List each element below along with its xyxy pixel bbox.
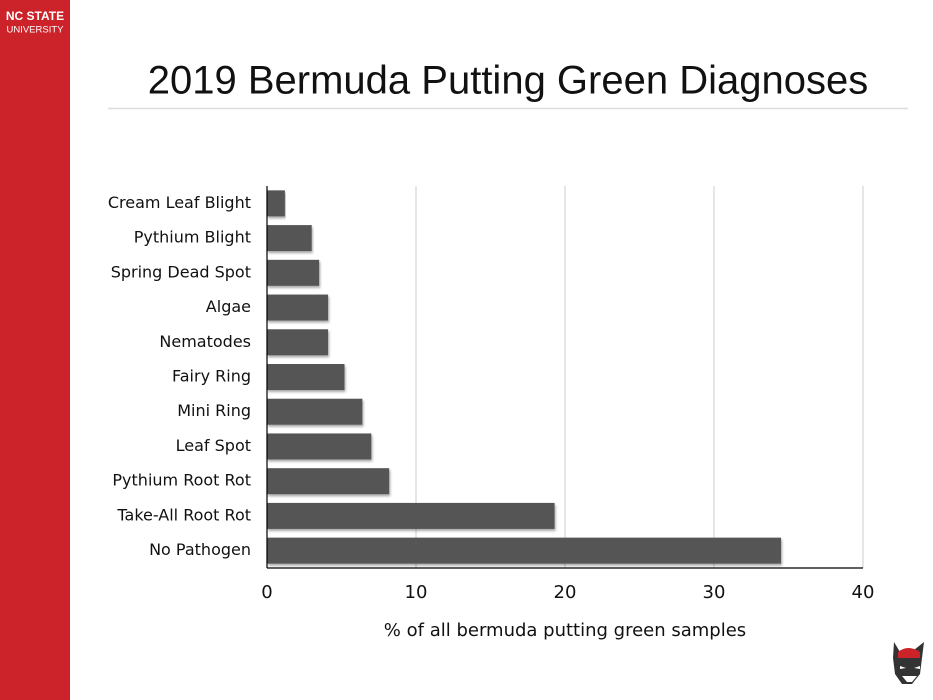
bar: [267, 468, 390, 495]
brand-line1: NC STATE: [6, 9, 64, 23]
x-tick-label: 10: [405, 582, 428, 603]
y-tick-label: Pythium Root Rot: [112, 471, 251, 490]
bar: [267, 502, 555, 529]
x-tick-label: 40: [852, 582, 875, 603]
y-tick-label: Fairy Ring: [172, 367, 251, 386]
y-tick-label: Algae: [206, 297, 251, 316]
sidebar: [0, 0, 70, 700]
x-tick-label: 30: [703, 582, 726, 603]
y-tick-label: No Pathogen: [149, 540, 251, 559]
x-tick-label: 0: [261, 582, 272, 603]
x-axis-label: % of all bermuda putting green samples: [384, 620, 746, 641]
bar: [267, 259, 320, 286]
bar: [267, 225, 312, 252]
y-tick-label: Nematodes: [159, 332, 251, 351]
plot: 0 10 20 30 40 Cream Leaf Blight Pythium Blight…: [108, 186, 875, 641]
y-tick-label: Take-All Root Rot: [116, 505, 251, 524]
y-tick-label: Pythium Blight: [134, 228, 251, 247]
bar: [267, 537, 782, 564]
bar: [267, 190, 285, 217]
bar: [267, 294, 329, 321]
brand-line2: UNIVERSITY: [6, 25, 64, 36]
chart-title: 2019 Bermuda Putting Green Diagnoses: [148, 59, 868, 103]
bar: [267, 364, 345, 390]
y-tick-label: Cream Leaf Blight: [108, 193, 251, 212]
y-tick-label: Spring Dead Spot: [111, 262, 251, 281]
bar: [267, 329, 329, 356]
y-tick-label: Leaf Spot: [176, 436, 251, 455]
wolf-logo: [893, 642, 924, 684]
bar: [267, 433, 372, 460]
y-tick-label: Mini Ring: [177, 401, 251, 420]
bar: [267, 398, 363, 425]
x-tick-label: 20: [554, 582, 577, 603]
